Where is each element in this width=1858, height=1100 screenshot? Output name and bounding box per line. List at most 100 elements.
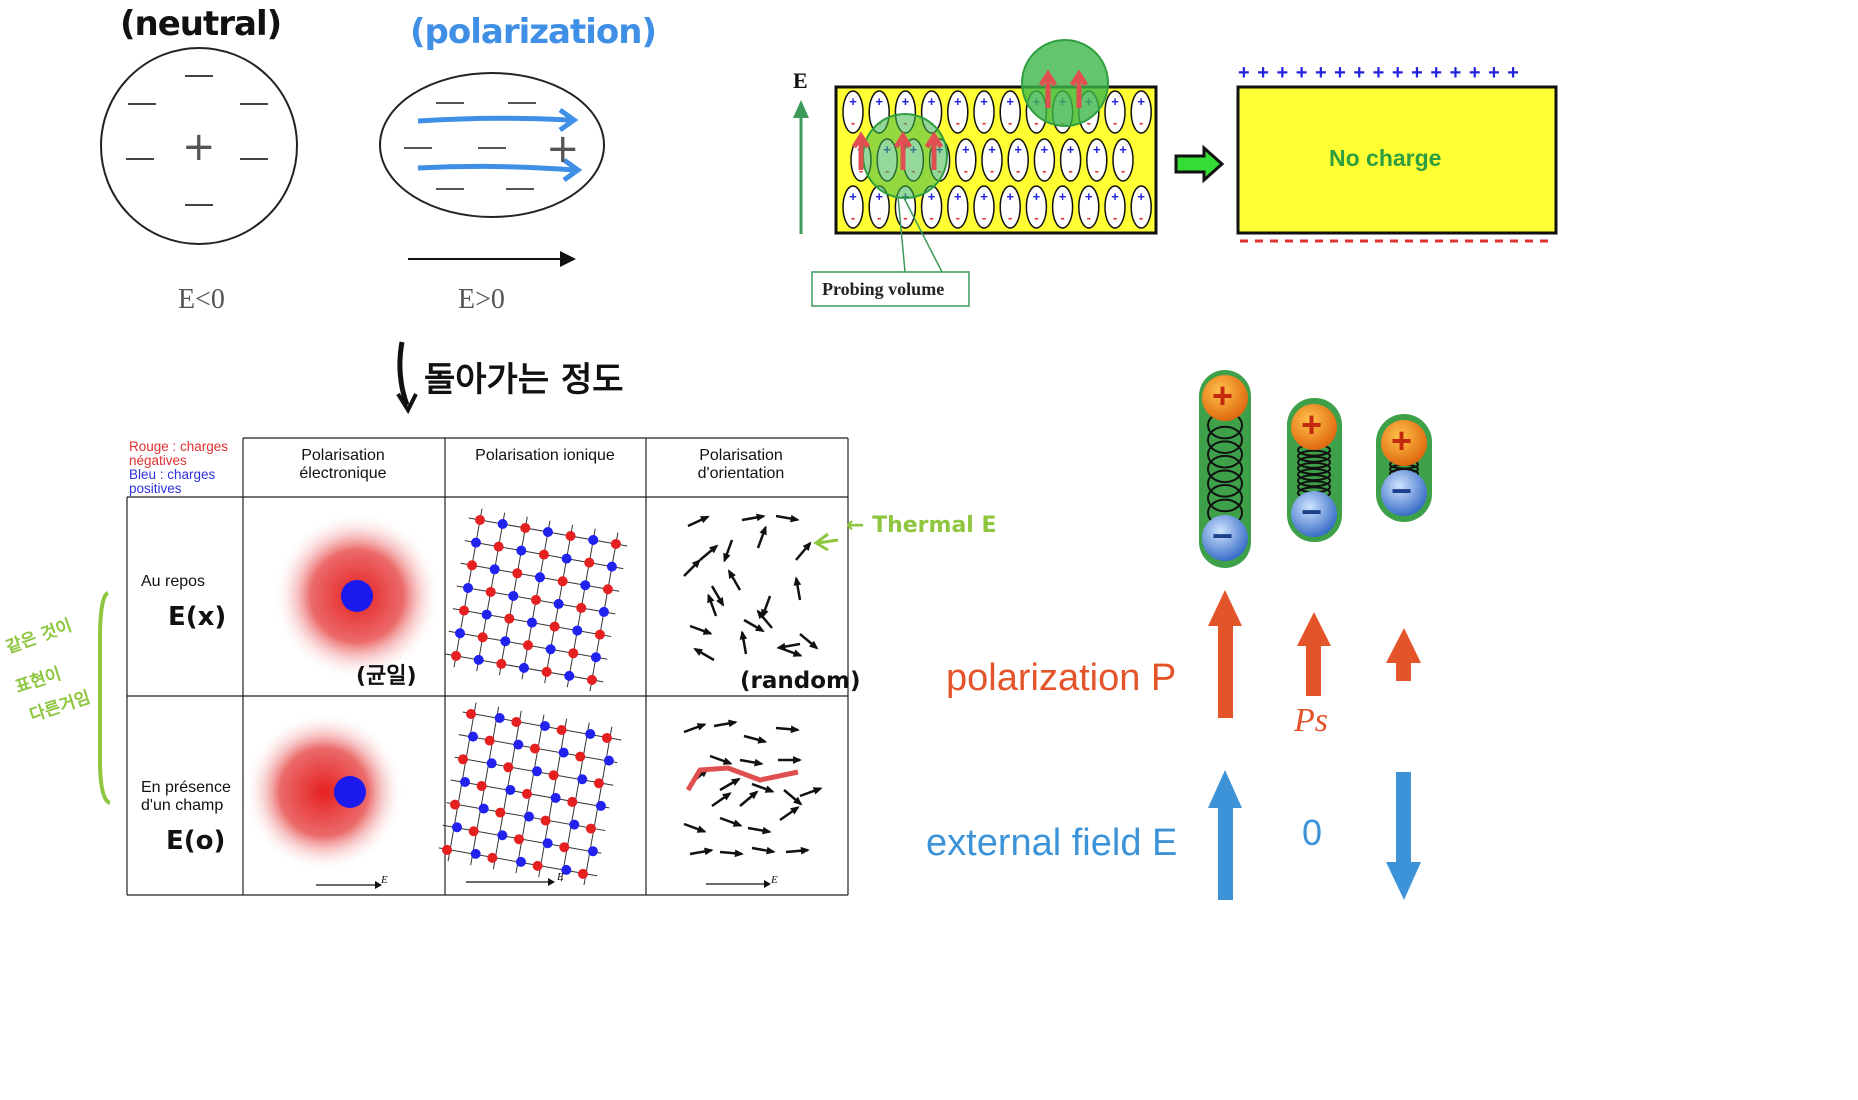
anion	[466, 709, 476, 719]
anion	[557, 576, 568, 587]
neutral-atom-circle	[100, 47, 298, 245]
anion	[540, 815, 551, 826]
cation	[508, 590, 519, 601]
neutral-title: (neutral)	[120, 4, 282, 44]
anion	[520, 522, 531, 533]
note-row2-field: E(o)	[166, 826, 226, 856]
anion	[495, 807, 506, 818]
nucleus-rest	[341, 580, 373, 612]
anion	[584, 557, 595, 568]
cation	[587, 846, 598, 857]
dipole-plus: +	[1059, 189, 1067, 204]
cation	[516, 545, 527, 556]
cation	[513, 739, 524, 750]
anion	[567, 796, 578, 807]
legend-red: Rouge : charges négatives	[129, 439, 229, 468]
anion	[556, 724, 567, 735]
dipole	[947, 185, 969, 229]
polarized-plus-sign: +	[546, 126, 580, 172]
cation	[585, 728, 596, 739]
anion	[450, 799, 461, 810]
dipole-minus: -	[982, 210, 986, 225]
anion	[487, 852, 498, 863]
dipole-minus: -	[982, 115, 986, 130]
cation	[542, 526, 553, 537]
cation	[497, 518, 508, 529]
plus-sign-small: +	[1391, 420, 1413, 461]
cation	[558, 747, 569, 758]
dipole-minus: -	[1060, 210, 1064, 225]
cation	[497, 830, 508, 841]
electron-cloud-field	[244, 712, 404, 872]
dipole-minus: -	[1008, 210, 1012, 225]
row-label-field: En présence d'un champ	[141, 779, 231, 814]
anion	[477, 632, 488, 643]
col-header-orientation: Polarisation d'orientation	[697, 447, 785, 482]
anion	[512, 568, 523, 579]
cation	[463, 582, 474, 593]
dipole-plus: +	[1137, 189, 1145, 204]
note-random: (random)	[740, 668, 861, 694]
neutral-negative-charges	[126, 75, 268, 206]
cation	[553, 598, 564, 609]
polarized-atom-ellipse	[379, 72, 605, 218]
anion	[532, 860, 543, 871]
row-label-rest: Au repos	[141, 573, 206, 590]
external-field-arrows	[1208, 770, 1421, 900]
minus-sign-small: −	[1391, 470, 1413, 511]
cation	[471, 537, 482, 548]
no-charge-label: No charge	[1329, 145, 1442, 171]
anion	[549, 621, 560, 632]
anion	[442, 844, 453, 855]
green-bracket	[98, 591, 111, 805]
dipole	[1130, 90, 1152, 134]
dipole-plus: +	[875, 94, 883, 109]
anion	[559, 842, 570, 853]
plus-sign-medium: +	[1301, 404, 1323, 445]
dipole-plus: +	[902, 94, 910, 109]
anion	[459, 605, 470, 616]
return-degree-note: 돌아가는 정도	[424, 360, 624, 400]
dipole-minus: -	[1016, 163, 1020, 178]
polarization-title: (polarization)	[410, 12, 657, 52]
dipole	[1078, 185, 1100, 229]
dipole	[1130, 185, 1152, 229]
anion	[538, 549, 549, 560]
down-arrow-note	[397, 341, 410, 406]
dipole-plus: +	[1137, 94, 1145, 109]
dipole-minus: -	[1095, 163, 1099, 178]
polarization-blue-arrow-2	[417, 163, 575, 173]
dipole-minus: -	[1087, 115, 1091, 130]
probing-volume-box	[811, 271, 970, 307]
probing-volume-label: Probing volume	[822, 279, 945, 299]
minus-sign-large: −	[1212, 515, 1234, 556]
dipole-minus: -	[1068, 163, 1072, 178]
anion	[451, 650, 462, 661]
dipole-minus: -	[1139, 210, 1143, 225]
polarization-blue-arrow-1	[417, 115, 571, 124]
cation	[588, 534, 599, 545]
dipole-plus: +	[980, 94, 988, 109]
dipole-capsule-large	[1199, 370, 1251, 568]
probe-red-arrows	[851, 69, 1089, 170]
charged-slab	[1236, 85, 1558, 235]
top-positive-charges: + + + + + + + + + + + + + + +	[1238, 62, 1520, 84]
dipole	[981, 138, 1003, 182]
probing-circle-2	[1021, 39, 1109, 127]
dipole	[1112, 138, 1134, 182]
cation	[470, 848, 481, 859]
cation	[564, 670, 575, 681]
cation	[603, 755, 614, 766]
anion	[576, 602, 587, 613]
cation	[539, 720, 550, 731]
anion	[585, 823, 596, 834]
cation	[455, 628, 466, 639]
anion	[468, 826, 479, 837]
minus-sign-medium: −	[1301, 491, 1323, 532]
anion	[504, 613, 515, 624]
table-grid	[126, 437, 849, 896]
